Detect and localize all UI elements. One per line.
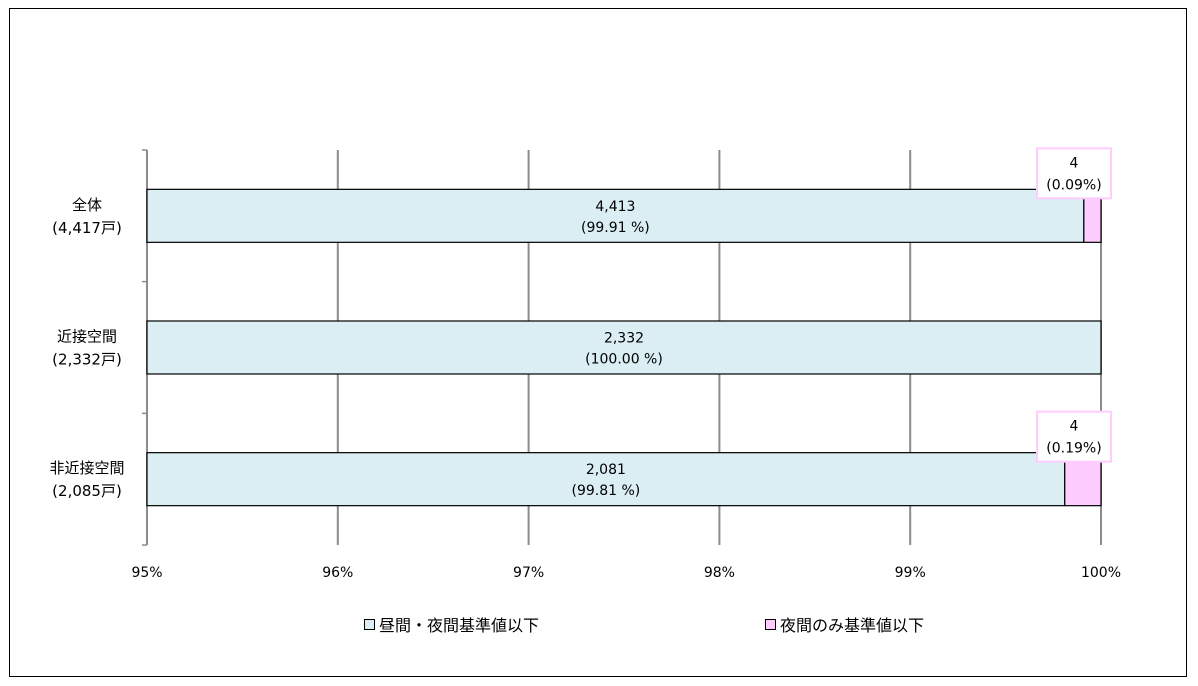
category-label: 近接空間	[57, 328, 117, 346]
bar-segment	[146, 320, 1102, 375]
bar-segment	[146, 188, 1085, 243]
callout-value-label: 4	[1070, 419, 1079, 435]
legend-label-series-1: 昼間・夜間基準値以下	[379, 616, 540, 635]
x-tick-label: 97%	[513, 565, 544, 581]
x-tick-label: 98%	[704, 565, 735, 581]
bar-percent-label: (99.81 %)	[571, 483, 640, 499]
category-count-label: (4,417戸)	[52, 219, 122, 237]
x-tick-label: 100%	[1081, 565, 1121, 581]
callout-percent-label: (0.19%)	[1046, 441, 1101, 457]
legend-item-series-1: 昼間・夜間基準値以下	[364, 612, 539, 636]
category-count-label: (2,085戸)	[52, 482, 122, 500]
legend-item-series-2: 夜間のみ基準値以下	[765, 612, 924, 636]
bar-percent-label: (99.91 %)	[581, 220, 650, 236]
callout-value-label: 4	[1070, 155, 1079, 171]
category-label: 非近接空間	[49, 459, 124, 477]
callout-box	[1036, 410, 1112, 463]
x-tick-label: 99%	[895, 565, 926, 581]
bar-value-label: 2,081	[586, 462, 626, 478]
bar-segment	[146, 452, 1066, 507]
legend-swatch-series-2	[765, 618, 776, 630]
x-tick-label: 96%	[322, 565, 353, 581]
bar-percent-label: (100.00 %)	[585, 352, 663, 368]
bar-value-label: 4,413	[595, 199, 635, 215]
category-label: 全体	[72, 196, 102, 214]
bar-value-label: 2,332	[604, 331, 644, 347]
category-count-label: (2,332戸)	[52, 351, 122, 369]
callout-box	[1036, 147, 1112, 200]
x-tick-label: 95%	[131, 565, 162, 581]
legend-label-series-2: 夜間のみ基準値以下	[780, 616, 925, 635]
callout-percent-label: (0.09%)	[1046, 177, 1101, 193]
legend-swatch-series-1	[364, 618, 375, 630]
